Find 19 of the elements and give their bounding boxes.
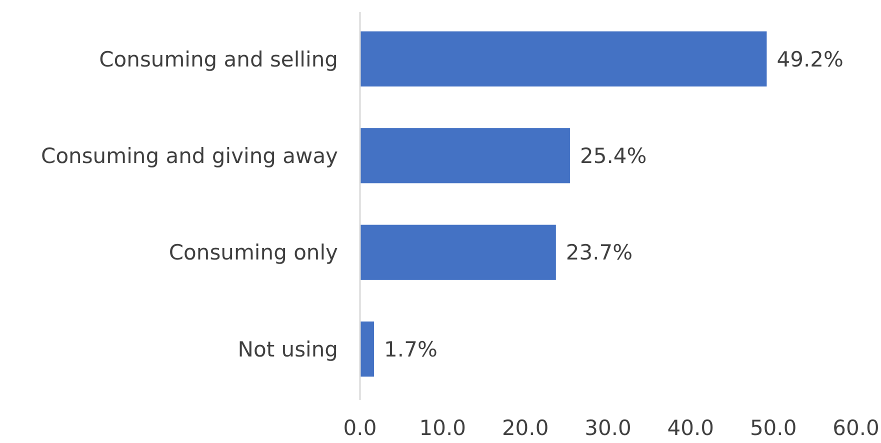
data-label: 1.7%	[384, 337, 438, 362]
y-tick-label: Consuming and selling	[99, 47, 338, 72]
data-label: 25.4%	[580, 144, 647, 168]
bar	[360, 224, 556, 280]
bar	[360, 128, 570, 184]
x-tick-label: 40.0	[667, 416, 714, 440]
x-tick-label: 20.0	[502, 416, 549, 440]
bar	[360, 322, 374, 377]
data-label: 49.2%	[776, 47, 844, 72]
x-tick-label: 0.0	[343, 416, 377, 440]
y-tick-label: Consuming only	[168, 240, 338, 265]
y-tick-label: Not using	[238, 337, 338, 362]
bar	[360, 31, 767, 86]
x-tick-label: 10.0	[419, 416, 466, 440]
x-tick-label: 50.0	[750, 416, 797, 440]
x-tick-label: 30.0	[584, 416, 632, 440]
y-tick-label: Consuming and giving away	[41, 144, 338, 168]
data-label: 23.7%	[566, 240, 633, 265]
x-tick-label: 60.0	[832, 416, 880, 440]
